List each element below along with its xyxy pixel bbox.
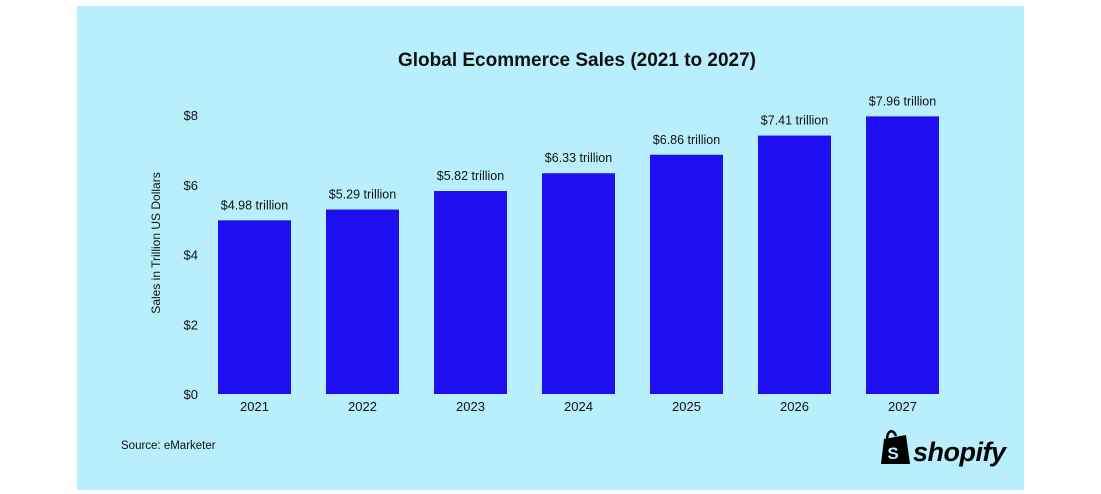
svg-text:S: S (887, 444, 898, 463)
data-label-2025: $6.86 trillion (653, 133, 720, 147)
bar-2021 (218, 220, 291, 394)
shopify-wordmark: shopify (913, 437, 1008, 467)
bar-2026 (758, 135, 831, 395)
bar-2022 (326, 209, 399, 394)
data-label-2027: $7.96 trillion (869, 94, 936, 108)
x-tick-label-2022: 2022 (348, 399, 377, 414)
x-tick-label-2023: 2023 (456, 399, 485, 414)
chart-title: Global Ecommerce Sales (2021 to 2027) (398, 50, 756, 71)
x-tick-label-2026: 2026 (780, 399, 809, 414)
bar-2023 (434, 191, 507, 394)
data-label-2026: $7.41 trillion (761, 114, 828, 128)
shopify-logo: S shopify (881, 430, 1008, 467)
y-tick-label: $6 (184, 178, 198, 193)
y-tick-label: $8 (184, 108, 198, 123)
y-tick-label: $4 (184, 248, 198, 263)
y-tick-label: $0 (184, 387, 198, 402)
x-tick-label-2021: 2021 (240, 399, 269, 414)
shopify-bag-icon: S (881, 430, 910, 464)
bar-2027 (866, 116, 939, 395)
x-tick-label-2027: 2027 (888, 399, 917, 414)
x-tick-label-2025: 2025 (672, 399, 701, 414)
bar-2025 (650, 154, 723, 394)
x-tick-label-2024: 2024 (564, 399, 593, 414)
y-axis-label: Sales in Trillion US Dollars (149, 172, 163, 313)
source-note: Source: eMarketer (121, 440, 216, 452)
data-label-2023: $5.82 trillion (437, 169, 504, 183)
bar-2024 (542, 173, 615, 394)
data-label-2022: $5.29 trillion (329, 188, 396, 202)
data-label-2021: $4.98 trillion (221, 198, 288, 212)
data-label-2024: $6.33 trillion (545, 151, 612, 165)
y-tick-label: $2 (184, 317, 198, 332)
